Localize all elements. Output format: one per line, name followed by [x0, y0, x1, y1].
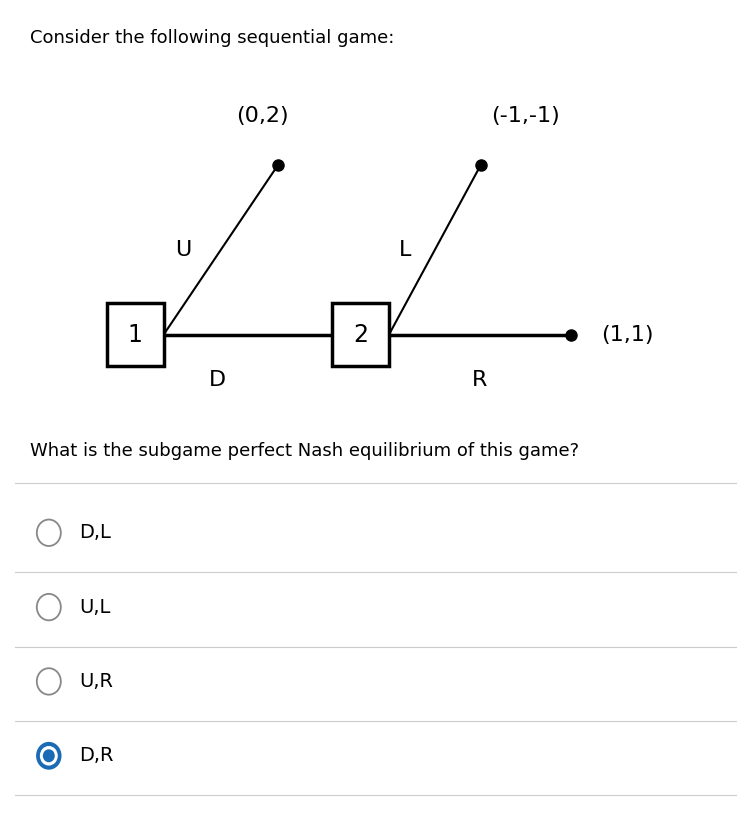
Text: U: U: [175, 240, 192, 260]
Text: 1: 1: [128, 322, 143, 347]
Text: R: R: [472, 370, 487, 390]
Circle shape: [37, 743, 61, 769]
Text: D: D: [210, 370, 226, 390]
Text: (0,2): (0,2): [237, 106, 289, 126]
Bar: [107, 303, 164, 366]
Text: What is the subgame perfect Nash equilibrium of this game?: What is the subgame perfect Nash equilib…: [30, 442, 579, 460]
Circle shape: [41, 747, 57, 765]
Bar: [332, 303, 389, 366]
Circle shape: [37, 668, 61, 695]
Text: L: L: [399, 240, 411, 260]
Text: 2: 2: [353, 322, 368, 347]
Circle shape: [37, 520, 61, 546]
Text: U,L: U,L: [79, 597, 110, 617]
Text: (1,1): (1,1): [601, 325, 653, 344]
Text: (-1,-1): (-1,-1): [491, 106, 560, 126]
Text: Consider the following sequential game:: Consider the following sequential game:: [30, 29, 394, 47]
Circle shape: [37, 594, 61, 620]
Text: D,L: D,L: [79, 523, 110, 543]
Text: U,R: U,R: [79, 672, 113, 691]
Circle shape: [44, 750, 54, 762]
Text: D,R: D,R: [79, 746, 113, 766]
